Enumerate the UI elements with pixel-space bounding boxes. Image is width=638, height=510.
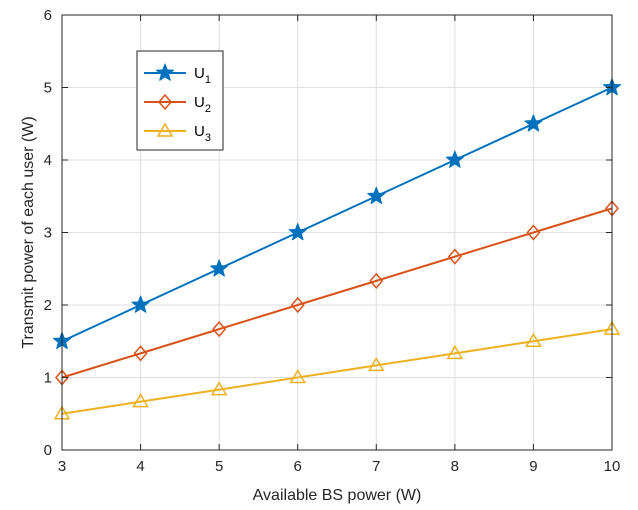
- data-point: [132, 393, 149, 408]
- x-tick-label: 3: [58, 458, 66, 475]
- series-line: [61, 328, 613, 415]
- data-point: [131, 295, 150, 313]
- data-point: [446, 344, 464, 360]
- legend-marker: [158, 93, 172, 111]
- data-point: [210, 259, 229, 277]
- x-tick-label: 6: [294, 458, 302, 475]
- y-tick-label: 1: [44, 370, 52, 387]
- y-tick-label: 2: [44, 297, 52, 314]
- legend-item: U3: [144, 122, 211, 144]
- data-point: [445, 150, 464, 168]
- series-line: [61, 86, 613, 343]
- legend-marker: [155, 63, 175, 81]
- x-tick-label: 9: [529, 458, 537, 475]
- y-axis-label: Transmit power of each user (W): [20, 116, 37, 348]
- y-tick-label: 4: [44, 152, 52, 169]
- data-point: [447, 248, 462, 265]
- y-tick-label: 0: [44, 442, 52, 459]
- data-point: [133, 345, 148, 362]
- series-layer: [52, 78, 622, 420]
- y-tick-label: 3: [44, 225, 52, 242]
- legend: U1 U2 U3: [136, 50, 224, 151]
- legend-marker: [156, 122, 174, 137]
- data-point: [210, 381, 228, 396]
- data-point: [212, 320, 227, 338]
- data-point: [290, 296, 305, 314]
- y-tick-label: 5: [44, 80, 52, 97]
- x-tick-label: 4: [136, 458, 144, 475]
- x-tick-label: 5: [215, 458, 223, 475]
- data-point: [369, 272, 384, 290]
- data-point: [524, 114, 543, 132]
- x-tick-label: 7: [372, 458, 380, 475]
- data-point: [367, 186, 386, 205]
- data-point: [526, 224, 541, 241]
- series-1: [52, 78, 622, 350]
- axis-ticks: 3 4 5 6 7 8 9 10 0 1 2 3 4 5 6: [44, 7, 621, 475]
- y-tick-label: 6: [44, 7, 52, 24]
- series-2: [55, 200, 619, 386]
- series-3: [53, 320, 621, 420]
- legend-label: U1: [194, 65, 211, 86]
- legend-label: U3: [194, 123, 211, 144]
- legend-box: [136, 50, 224, 151]
- data-point: [289, 369, 307, 384]
- series-line: [61, 207, 613, 379]
- legend-item: U2: [144, 93, 211, 115]
- x-axis-label: Available BS power (W): [253, 487, 422, 504]
- data-point: [525, 332, 542, 347]
- legend-item: U1: [144, 63, 211, 86]
- data-point: [288, 223, 307, 241]
- legend-label: U2: [194, 94, 211, 115]
- x-tick-label: 8: [451, 458, 459, 475]
- x-tick-label: 10: [604, 458, 621, 475]
- data-point: [367, 356, 385, 372]
